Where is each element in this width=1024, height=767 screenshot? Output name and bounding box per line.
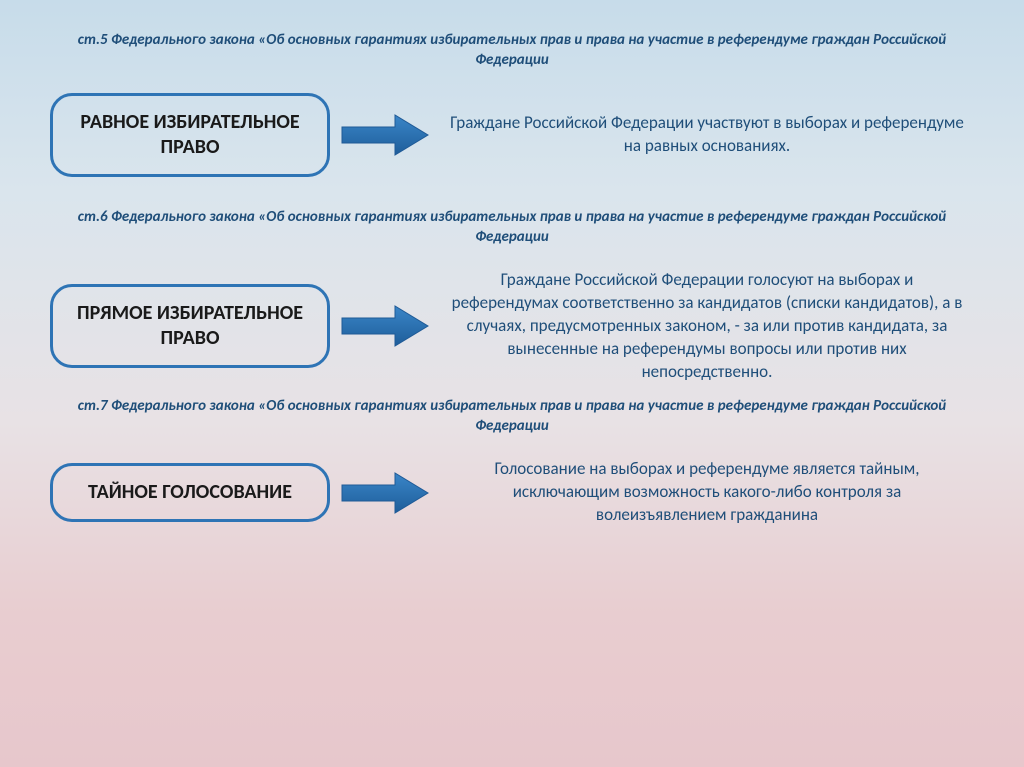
principle-box: ТАЙНОЕ ГОЛОСОВАНИЕ <box>50 463 330 522</box>
principle-box: ПРЯМОЕ ИЗБИРАТЕЛЬНОЕ ПРАВО <box>50 284 330 368</box>
arrow-right-icon <box>340 471 430 515</box>
content-row: ТАЙНОЕ ГОЛОСОВАНИЕ Голосование на выбора… <box>50 458 974 527</box>
citation-text: ст.6 Федерального закона «Об основных га… <box>50 207 974 248</box>
description-text: Голосование на выборах и референдуме явл… <box>440 458 974 527</box>
description-text: Граждане Российской Федерации участвуют … <box>440 112 974 158</box>
arrow-right-icon <box>340 304 430 348</box>
content-row: ПРЯМОЕ ИЗБИРАТЕЛЬНОЕ ПРАВО Граждане Росс… <box>50 269 974 384</box>
section-article-6: ст.6 Федерального закона «Об основных га… <box>50 207 974 384</box>
citation-text: ст.5 Федерального закона «Об основных га… <box>50 30 974 71</box>
principle-box: РАВНОЕ ИЗБИРАТЕЛЬНОЕ ПРАВО <box>50 93 330 177</box>
arrow-right-icon <box>340 113 430 157</box>
citation-text: ст.7 Федерального закона «Об основных га… <box>50 396 974 437</box>
content-row: РАВНОЕ ИЗБИРАТЕЛЬНОЕ ПРАВО Граждане Росс… <box>50 93 974 177</box>
section-article-7: ст.7 Федерального закона «Об основных га… <box>50 396 974 527</box>
description-text: Граждане Российской Федерации голосуют н… <box>440 269 974 384</box>
section-article-5: ст.5 Федерального закона «Об основных га… <box>50 30 974 177</box>
